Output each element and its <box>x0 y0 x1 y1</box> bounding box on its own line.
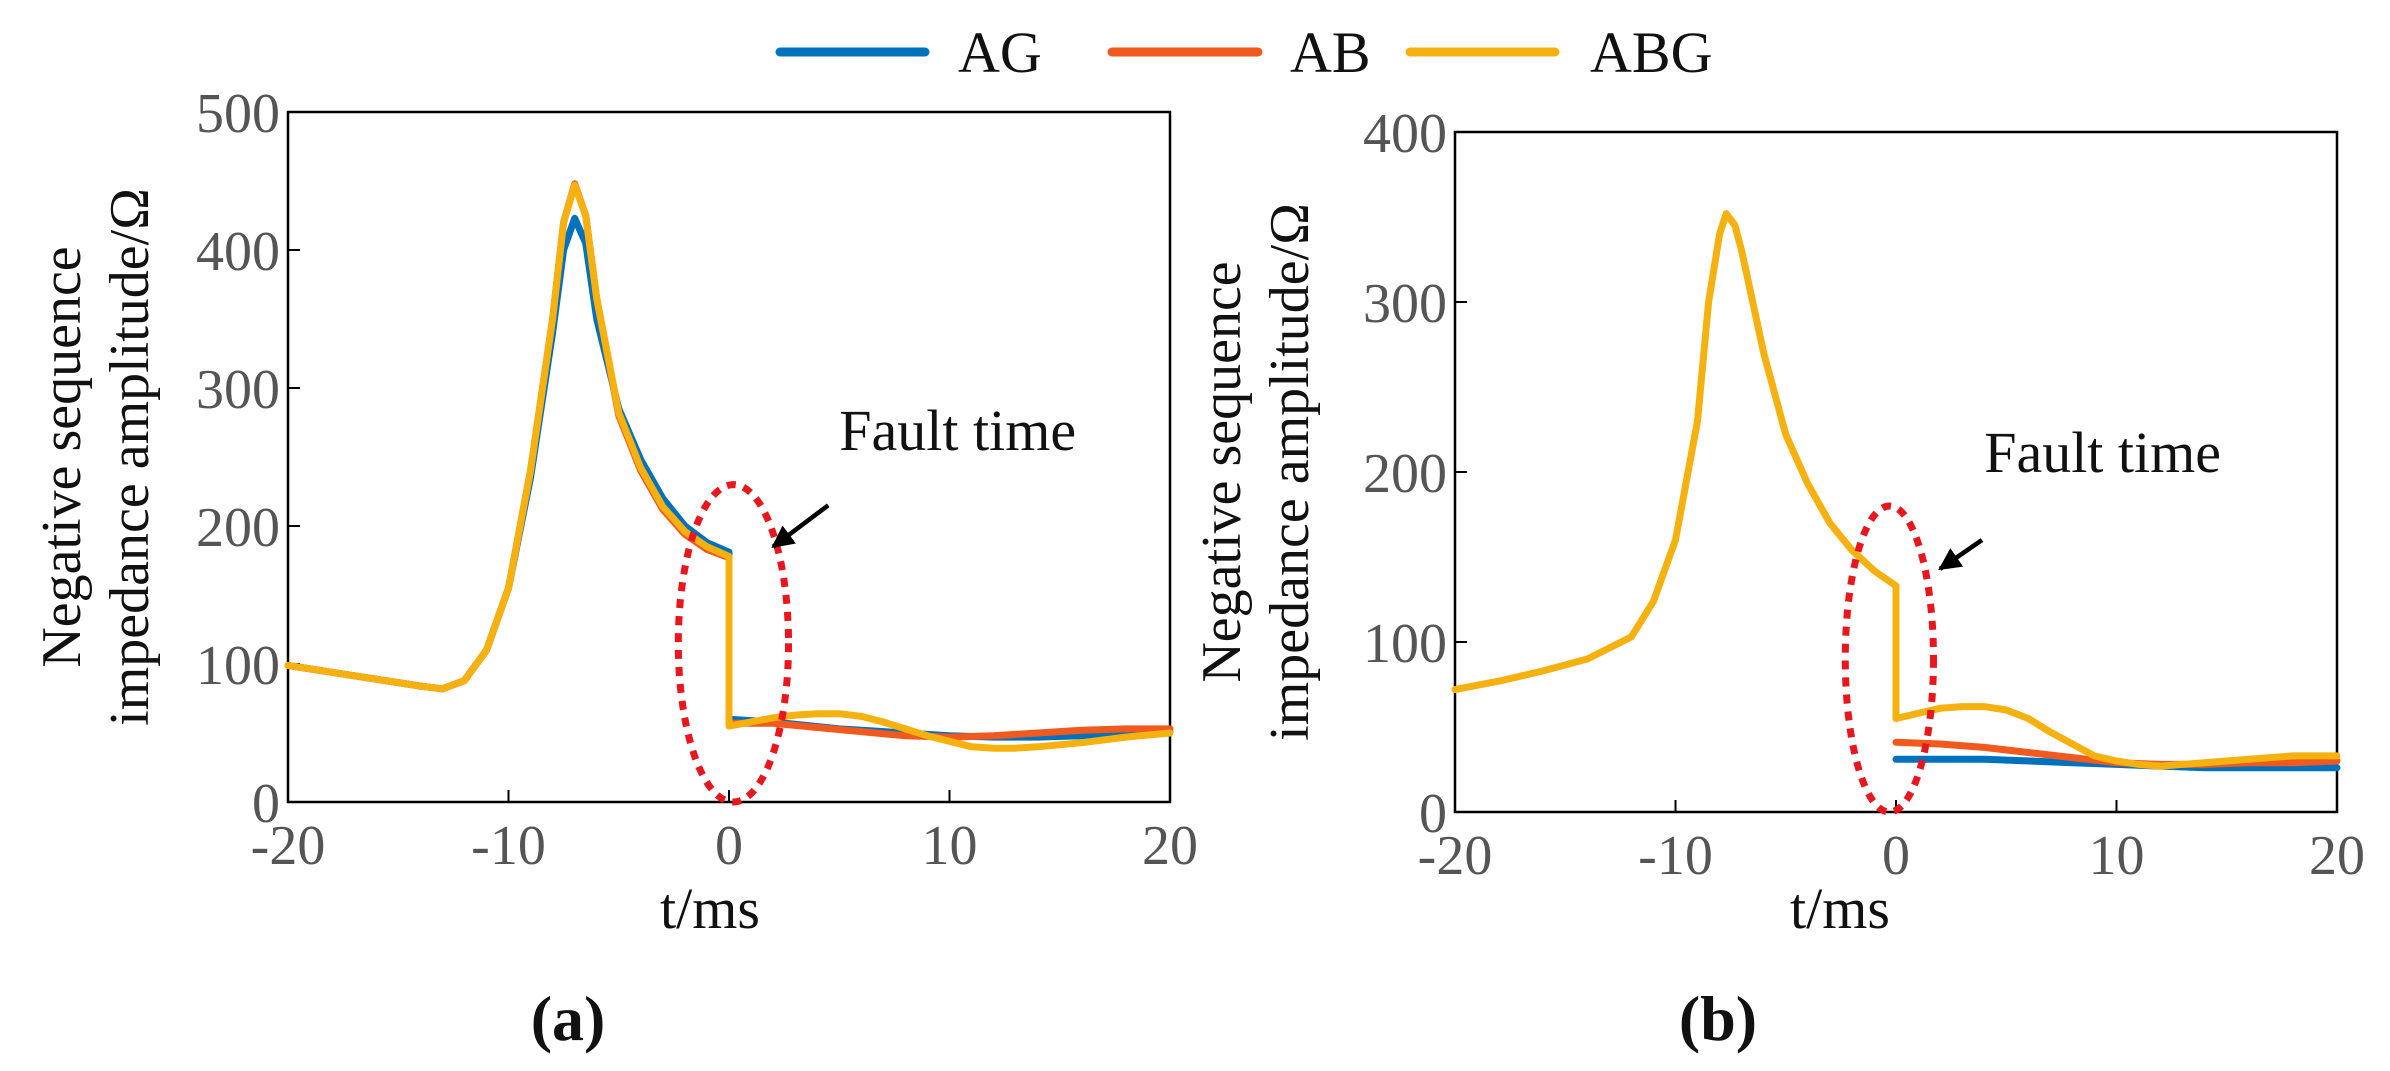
y-tick-label: 0 <box>1419 783 1447 845</box>
x-label-a: t/ms <box>660 876 760 941</box>
y-label-b-line2: impedance amplitude/Ω <box>1259 203 1321 741</box>
y-label-a-line1: Negative sequence <box>31 246 93 667</box>
legend-label-abg: ABG <box>1590 20 1712 85</box>
y-tick-label: 300 <box>196 359 280 421</box>
legend-label-ag: AG <box>958 20 1042 85</box>
x-tick-label: -10 <box>1638 825 1713 887</box>
fault-label-b: Fault time <box>1984 420 2221 485</box>
y-tick-label: 400 <box>1363 103 1447 165</box>
y-label-a-line2: impedance amplitude/Ω <box>99 188 161 726</box>
fault-label-a: Fault time <box>839 398 1076 463</box>
x-tick-label: 10 <box>922 815 978 877</box>
series-line-abg-b <box>1451 210 2341 770</box>
series-line-abg-a <box>284 181 1174 752</box>
y-tick-label: 100 <box>1363 613 1447 675</box>
x-ticks-b: -20 -10 0 10 20 <box>1418 800 2365 887</box>
x-tick-label: 20 <box>1142 815 1198 877</box>
x-tick-label: 0 <box>1882 825 1910 887</box>
x-tick-label: -20 <box>251 815 326 877</box>
panel-label-a: (a) <box>531 983 606 1054</box>
fault-ellipse-b <box>1841 502 1937 816</box>
fault-arrow-a <box>771 503 830 549</box>
legend-label-ab: AB <box>1290 20 1371 85</box>
x-tick-label: 10 <box>2089 825 2145 887</box>
y-ticks-a: 0 100 200 300 400 500 <box>196 83 300 835</box>
x-tick-label: -20 <box>1418 825 1493 887</box>
series-lines-b <box>1451 210 2341 772</box>
panel-b: 0 100 200 300 400 -20 -10 0 10 20 Fault time Neg… <box>1191 103 2365 1054</box>
y-tick-label: 200 <box>196 497 280 559</box>
legend: AG AB ABG <box>775 20 1712 85</box>
y-tick-label: 100 <box>196 635 280 697</box>
x-label-b: t/ms <box>1790 876 1890 941</box>
y-tick-label: 200 <box>1363 443 1447 505</box>
x-ticks-a: -20 -10 0 10 20 <box>251 790 1198 877</box>
y-label-b-line1: Negative sequence <box>1191 261 1253 682</box>
fault-ellipse-a <box>674 481 793 806</box>
x-tick-label: 0 <box>715 815 743 877</box>
x-tick-label: 20 <box>2309 825 2365 887</box>
y-tick-label: 500 <box>196 83 280 145</box>
series-lines-a <box>284 180 1174 752</box>
panel-label-b: (b) <box>1679 983 1757 1054</box>
fault-arrow-b <box>1938 538 1984 571</box>
x-tick-label: -10 <box>471 815 546 877</box>
y-tick-label: 300 <box>1363 273 1447 335</box>
y-tick-label: 400 <box>196 221 280 283</box>
y-tick-label: 0 <box>252 773 280 835</box>
y-ticks-b: 0 100 200 300 400 <box>1363 103 1467 845</box>
